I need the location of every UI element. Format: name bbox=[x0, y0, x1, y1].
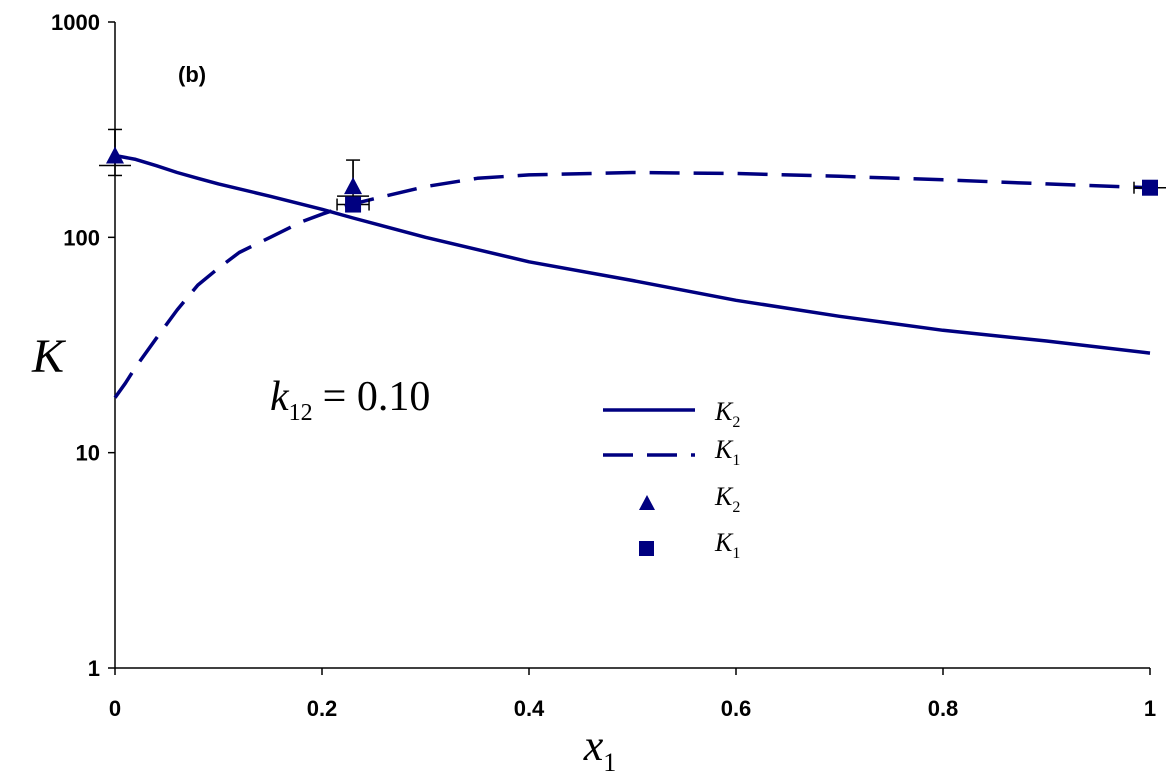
legend-label: K1 bbox=[714, 528, 740, 562]
square-marker bbox=[1142, 179, 1158, 196]
x-tick-label: 0.6 bbox=[721, 696, 752, 721]
legend-label: K2 bbox=[714, 482, 740, 516]
series-markers bbox=[99, 128, 1166, 213]
series-line-k1 bbox=[113, 170, 1151, 399]
y-tick-label: 100 bbox=[63, 225, 100, 250]
y-tick-label: 1 bbox=[88, 656, 100, 681]
series-line-k2 bbox=[114, 153, 1151, 355]
x-axis-title: x1 bbox=[583, 721, 617, 777]
triangle-marker bbox=[106, 146, 124, 164]
legend: K2 K1 K2 K1 bbox=[603, 397, 740, 562]
y-tick-label: 1000 bbox=[51, 10, 100, 35]
x-tick-label: 1 bbox=[1144, 696, 1156, 721]
x-tick-label: 0.8 bbox=[928, 696, 959, 721]
panel-label: (b) bbox=[178, 62, 206, 87]
k12-annotation: k12 = 0.10 bbox=[270, 374, 430, 426]
y-axis-title: K bbox=[31, 330, 67, 383]
legend-label: K1 bbox=[714, 435, 740, 469]
chart-labels: (b) Kx1 k12 = 0.10 bbox=[31, 62, 616, 777]
triangle-marker bbox=[344, 177, 363, 195]
x-tick-label: 0.4 bbox=[514, 696, 545, 721]
series-lines bbox=[113, 153, 1151, 399]
x-tick-label: 0 bbox=[109, 696, 121, 721]
legend-label: K2 bbox=[714, 397, 740, 431]
legend-swatch-triangle bbox=[639, 495, 655, 510]
y-tick-label: 10 bbox=[76, 441, 100, 466]
legend-swatch-square bbox=[639, 541, 654, 556]
axes: 1 10 100 1000 0 0.2 0.4 0.6 0.8 1 bbox=[51, 10, 1156, 721]
x-tick-label: 0.2 bbox=[307, 696, 338, 721]
square-marker bbox=[345, 196, 362, 213]
